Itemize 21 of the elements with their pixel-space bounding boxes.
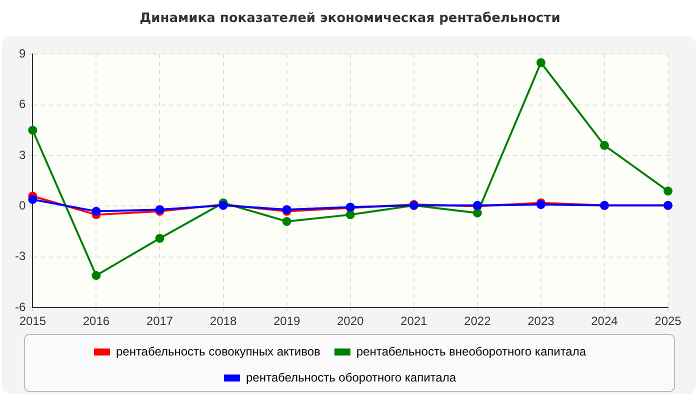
y-tick-label: -3: [15, 249, 26, 264]
x-tick-label: 2024: [591, 314, 618, 328]
chart-title: Динамика показателей экономическая рентабельности: [138, 11, 562, 26]
x-tick-label: 2021: [400, 314, 428, 328]
y-tick-label: 9: [18, 46, 26, 61]
y-tick-label: 3: [18, 148, 26, 162]
legend-label: рентабельность внеоборотного капитала: [356, 344, 586, 358]
y-tick-label: -6: [15, 300, 26, 314]
x-tick-label: 2025: [654, 314, 682, 328]
x-tick-label: 2023: [528, 314, 555, 328]
x-tick-label: 2015: [19, 314, 46, 328]
x-tick-label: 2019: [273, 314, 300, 328]
x-tick-label: 2017: [146, 314, 174, 328]
legend-label: рентабельность совокупных активов: [116, 344, 320, 358]
x-tick-label: 2018: [210, 314, 237, 328]
x-tick-label: 2022: [464, 314, 492, 328]
y-tick-label: 6: [18, 97, 26, 112]
y-tick-label: 0: [18, 198, 26, 213]
legend-label: рентабельность оборотного капитала: [246, 370, 456, 384]
x-tick-label: 2016: [82, 314, 110, 328]
x-tick-label: 2020: [336, 314, 364, 328]
